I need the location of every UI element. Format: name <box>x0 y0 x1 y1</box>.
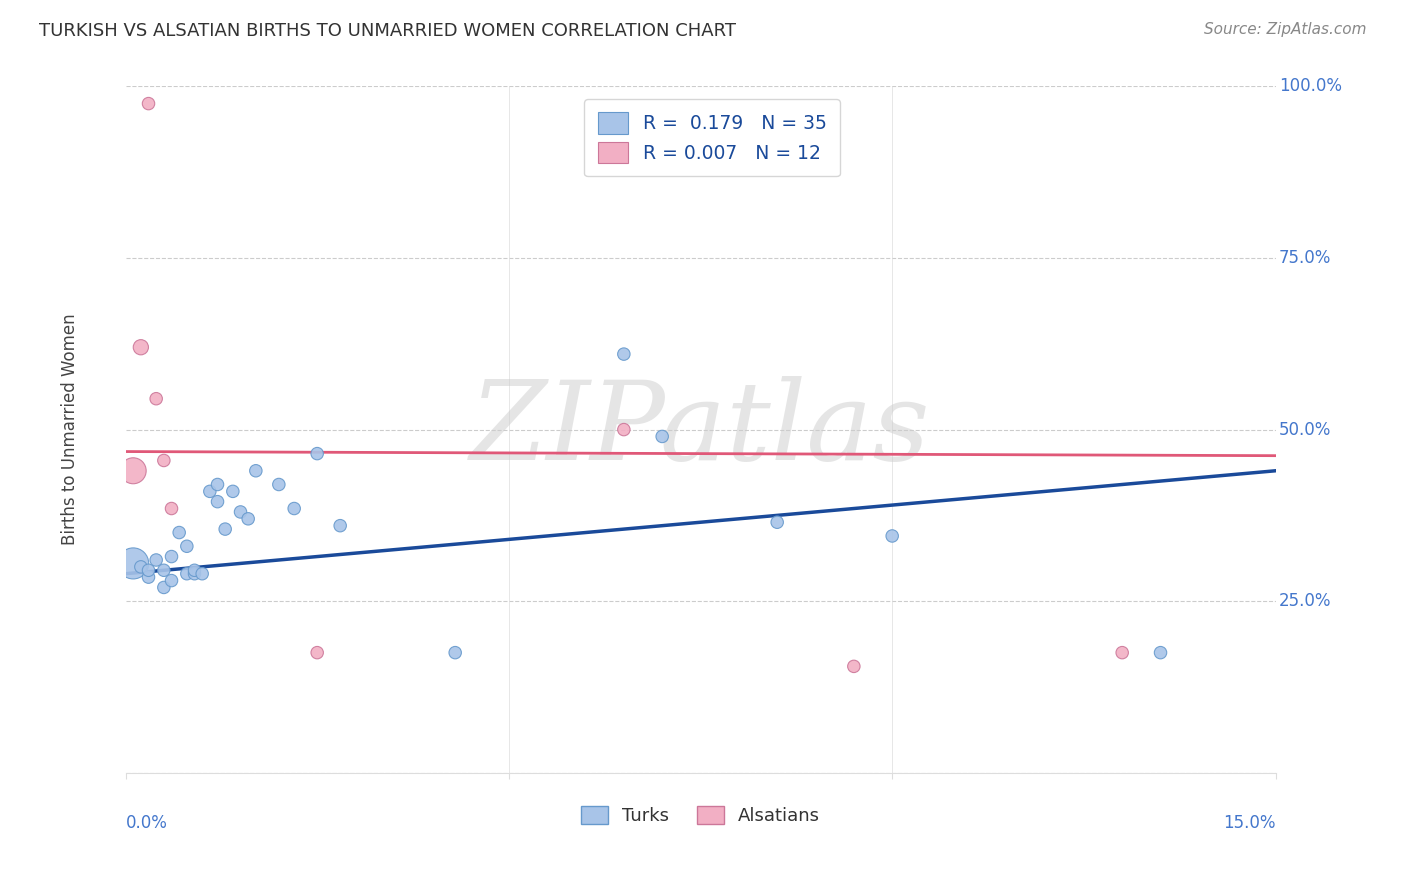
Text: Births to Unmarried Women: Births to Unmarried Women <box>62 314 79 545</box>
Point <box>191 566 214 581</box>
Point <box>1111 646 1133 660</box>
Point <box>145 553 167 567</box>
Point <box>214 522 236 536</box>
Text: TURKISH VS ALSATIAN BIRTHS TO UNMARRIED WOMEN CORRELATION CHART: TURKISH VS ALSATIAN BIRTHS TO UNMARRIED … <box>39 22 737 40</box>
Point <box>245 464 267 478</box>
Point <box>229 505 252 519</box>
Text: Source: ZipAtlas.com: Source: ZipAtlas.com <box>1204 22 1367 37</box>
Point <box>766 515 789 529</box>
Point <box>153 581 176 595</box>
Point <box>238 512 260 526</box>
Point <box>183 563 205 577</box>
Point <box>122 464 145 478</box>
Point <box>1149 646 1171 660</box>
Point <box>167 525 190 540</box>
Point <box>160 574 183 588</box>
Text: 75.0%: 75.0% <box>1279 249 1331 267</box>
Point <box>613 423 636 437</box>
Point <box>613 347 636 361</box>
Text: 25.0%: 25.0% <box>1279 592 1331 610</box>
Legend: Turks, Alsatians: Turks, Alsatians <box>574 798 827 832</box>
Point <box>129 559 152 574</box>
Point <box>138 563 160 577</box>
Point <box>283 501 305 516</box>
Point <box>176 539 198 553</box>
Point <box>882 529 904 543</box>
Point <box>138 96 160 111</box>
Point <box>207 494 229 508</box>
Point <box>307 646 329 660</box>
Point <box>444 646 467 660</box>
Point <box>129 340 152 354</box>
Point <box>651 429 673 443</box>
Text: 100.0%: 100.0% <box>1279 78 1341 95</box>
Point <box>160 549 183 564</box>
Point <box>207 477 229 491</box>
Point <box>329 518 352 533</box>
Point <box>222 484 245 499</box>
Text: 15.0%: 15.0% <box>1223 814 1275 832</box>
Point <box>160 501 183 516</box>
Point <box>122 557 145 571</box>
Point <box>153 453 176 467</box>
Text: 50.0%: 50.0% <box>1279 421 1331 439</box>
Text: ZIPatlas: ZIPatlas <box>470 376 931 483</box>
Point <box>307 447 329 461</box>
Point <box>267 477 290 491</box>
Point <box>176 566 198 581</box>
Point <box>198 484 221 499</box>
Point <box>842 659 865 673</box>
Point <box>183 566 205 581</box>
Text: 0.0%: 0.0% <box>125 814 167 832</box>
Point <box>145 392 167 406</box>
Point <box>153 563 176 577</box>
Point <box>138 570 160 584</box>
